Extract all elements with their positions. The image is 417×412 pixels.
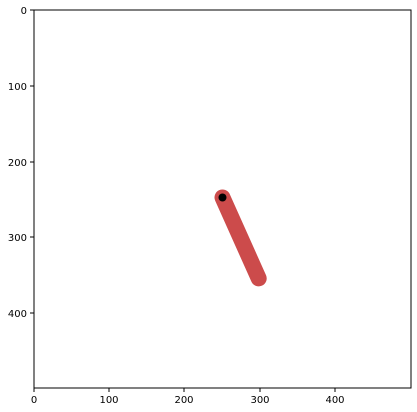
- x-axis-ticks: 0 100 200 300 400: [31, 388, 345, 406]
- x-tick-label-300: 300: [250, 395, 269, 406]
- y-tick-200: 200: [8, 158, 34, 169]
- pole: [214, 189, 267, 287]
- y-tick-label-0: 0: [21, 6, 27, 17]
- pivot-point: [218, 193, 227, 202]
- x-tick-label-0: 0: [31, 395, 37, 406]
- y-tick-300: 300: [8, 233, 34, 244]
- y-tick-400: 400: [8, 309, 34, 320]
- x-tick-300: 300: [250, 388, 270, 406]
- x-tick-0: 0: [31, 388, 37, 406]
- y-axis-ticks: 0 100 200 300 400: [8, 6, 34, 320]
- y-tick-label-400: 400: [8, 309, 27, 320]
- x-tick-label-200: 200: [174, 395, 193, 406]
- x-tick-label-400: 400: [325, 395, 344, 406]
- y-tick-0: 0: [21, 6, 34, 17]
- x-tick-400: 400: [325, 388, 345, 406]
- y-tick-label-100: 100: [8, 82, 27, 93]
- y-tick-label-200: 200: [8, 158, 27, 169]
- plot-area: [33, 9, 412, 389]
- x-tick-100: 100: [99, 388, 119, 406]
- x-tick-200: 200: [174, 388, 194, 406]
- x-tick-label-100: 100: [99, 395, 118, 406]
- y-tick-100: 100: [8, 82, 34, 93]
- y-tick-label-300: 300: [8, 233, 27, 244]
